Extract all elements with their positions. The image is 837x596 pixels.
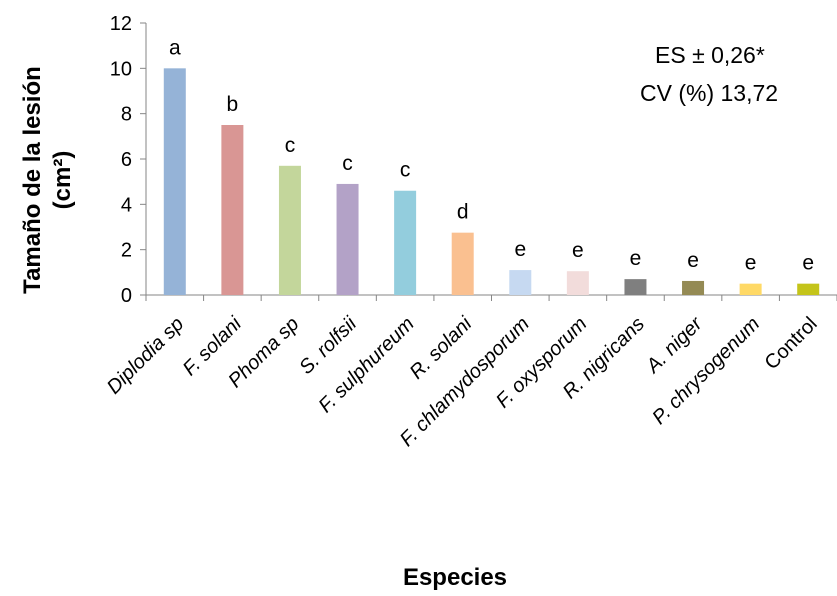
significance-letter: d xyxy=(457,201,469,224)
y-axis-label-line2: (cm²) xyxy=(49,151,76,210)
annotation-cv: CV (%) 13,72 xyxy=(640,80,778,106)
category-label: Control xyxy=(761,313,822,374)
category-label: Diplodia sp xyxy=(103,313,189,399)
bar xyxy=(509,270,532,295)
bar xyxy=(797,283,820,295)
significance-letter: e xyxy=(687,249,699,272)
y-tick-label: 12 xyxy=(110,13,132,35)
bar xyxy=(278,165,301,295)
bar xyxy=(624,279,647,295)
annotation-es: ES ± 0,26* xyxy=(655,42,765,68)
y-tick-label: 2 xyxy=(121,240,132,262)
bar xyxy=(739,283,762,295)
significance-letter: e xyxy=(630,247,642,270)
y-tick-label: 8 xyxy=(121,104,132,126)
significance-letter: e xyxy=(745,252,757,275)
significance-letter: e xyxy=(514,238,526,261)
y-tick-label: 6 xyxy=(121,149,132,171)
axes xyxy=(140,22,837,301)
bar xyxy=(336,183,359,295)
bar xyxy=(221,125,244,295)
y-tick-label: 4 xyxy=(121,194,132,216)
x-axis-label: Especies xyxy=(403,564,507,591)
significance-letter: c xyxy=(285,134,296,157)
significance-letter: a xyxy=(169,36,181,59)
bar xyxy=(451,232,474,295)
significance-letter: c xyxy=(400,159,411,182)
category-label: P. chrysogenum xyxy=(648,313,764,429)
significance-letter: e xyxy=(572,239,584,262)
significance-letter: c xyxy=(342,152,353,175)
bar xyxy=(682,280,705,295)
significance-letter: b xyxy=(227,93,239,116)
bar xyxy=(566,271,589,295)
bars xyxy=(163,68,820,295)
bar xyxy=(394,190,417,295)
significance-letters: a b c c c d e e e e e e xyxy=(169,36,814,274)
bar xyxy=(163,68,186,295)
y-tick-labels: 0 2 4 6 8 10 12 xyxy=(110,13,132,307)
y-axis-label-line1: Tamaño de la lesión xyxy=(19,66,46,294)
y-tick-label: 10 xyxy=(110,58,132,80)
y-tick-label: 0 xyxy=(121,285,132,307)
significance-letter: e xyxy=(802,252,814,275)
